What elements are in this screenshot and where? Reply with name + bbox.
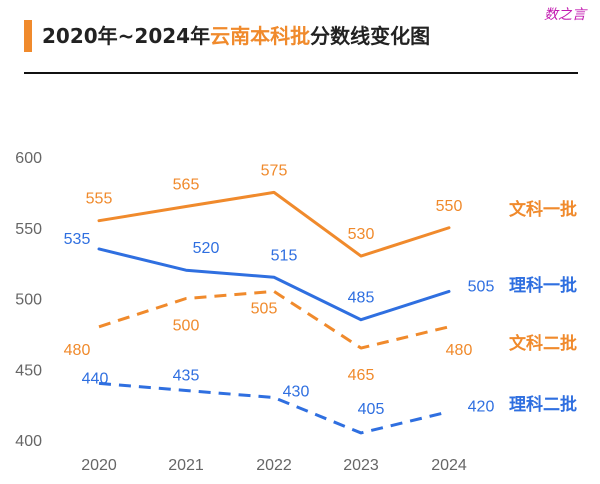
x-tick-label: 2020 [81, 457, 117, 474]
series-line [97, 247, 451, 322]
data-label: 430 [283, 384, 310, 401]
data-label: 505 [468, 278, 495, 295]
data-label: 565 [173, 177, 200, 194]
data-label: 505 [251, 300, 278, 317]
y-tick-label: 550 [15, 221, 42, 238]
series-line [98, 381, 450, 435]
series-line [97, 190, 451, 258]
data-label: 535 [64, 231, 91, 248]
data-label: 480 [446, 342, 473, 359]
series-legend-label: 文科一批 [509, 199, 577, 220]
data-label: 550 [436, 198, 463, 215]
series-legend-label: 理科一批 [509, 275, 577, 296]
brand-mark: 数之言 [544, 7, 586, 23]
chart-title: 2020年~2024年云南本科批分数线变化图 [42, 24, 431, 48]
data-label: 420 [468, 399, 495, 416]
data-label: 530 [348, 226, 375, 243]
data-label: 515 [271, 247, 298, 264]
x-tick-label: 2022 [256, 457, 292, 474]
x-tick-label: 2024 [431, 457, 467, 474]
data-label: 465 [348, 367, 375, 384]
data-label: 485 [348, 290, 375, 307]
y-tick-label: 600 [15, 150, 42, 167]
x-tick-label: 2021 [168, 457, 204, 474]
data-label: 405 [358, 401, 385, 418]
y-tick-label: 450 [15, 362, 42, 379]
data-label: 555 [86, 191, 113, 208]
data-label: 575 [261, 162, 288, 179]
data-label: 520 [193, 240, 220, 257]
y-tick-label: 400 [15, 433, 42, 450]
y-tick-label: 500 [15, 292, 42, 309]
data-label: 435 [173, 367, 200, 384]
series-legend-label: 文科二批 [509, 333, 577, 354]
title-divider [24, 72, 578, 74]
data-label: 440 [82, 370, 109, 387]
data-label: 500 [173, 318, 200, 335]
x-tick-label: 2023 [343, 457, 379, 474]
data-label: 480 [64, 342, 91, 359]
series-line [98, 289, 450, 350]
title-accent-bar [24, 20, 32, 52]
series-legend-label: 理科二批 [509, 394, 577, 415]
